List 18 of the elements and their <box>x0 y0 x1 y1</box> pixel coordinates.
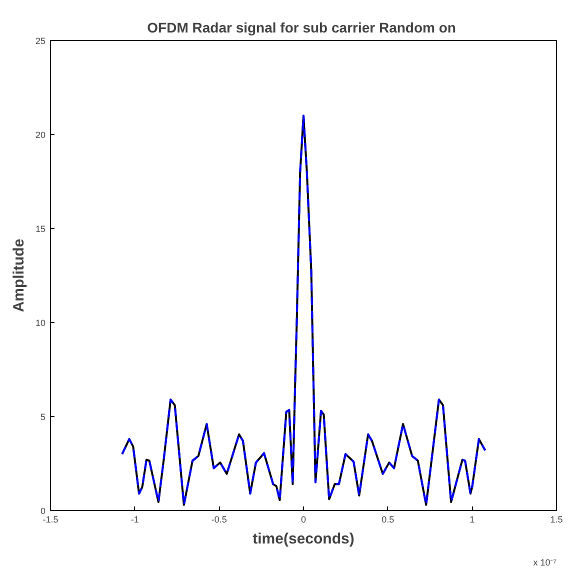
y-tick-label: 15 <box>35 224 46 234</box>
x-tick-label: 1.5 <box>550 514 563 524</box>
y-axis-title: Amplitude <box>10 238 28 312</box>
chart-title: OFDM Radar signal for sub carrier Random on <box>147 20 456 36</box>
y-tick-label: 25 <box>35 36 46 46</box>
x-tick-label: -0.5 <box>211 514 227 524</box>
x-tick-label: -1.5 <box>42 514 58 524</box>
y-tick-label: 5 <box>40 412 46 422</box>
y-tick-label: 20 <box>35 130 46 140</box>
x-tick-label: 0 <box>300 514 306 524</box>
x-tick-label: -1 <box>130 514 139 524</box>
y-tick-label: 10 <box>35 318 46 328</box>
x-tick-label: 0.5 <box>382 514 394 524</box>
line-series <box>121 114 486 506</box>
x-axis-title: time(seconds) <box>252 530 354 548</box>
y-tick-label: 0 <box>40 506 46 516</box>
x-tick-label: 1 <box>470 514 475 524</box>
text: x 10⁻⁷ <box>533 558 557 568</box>
